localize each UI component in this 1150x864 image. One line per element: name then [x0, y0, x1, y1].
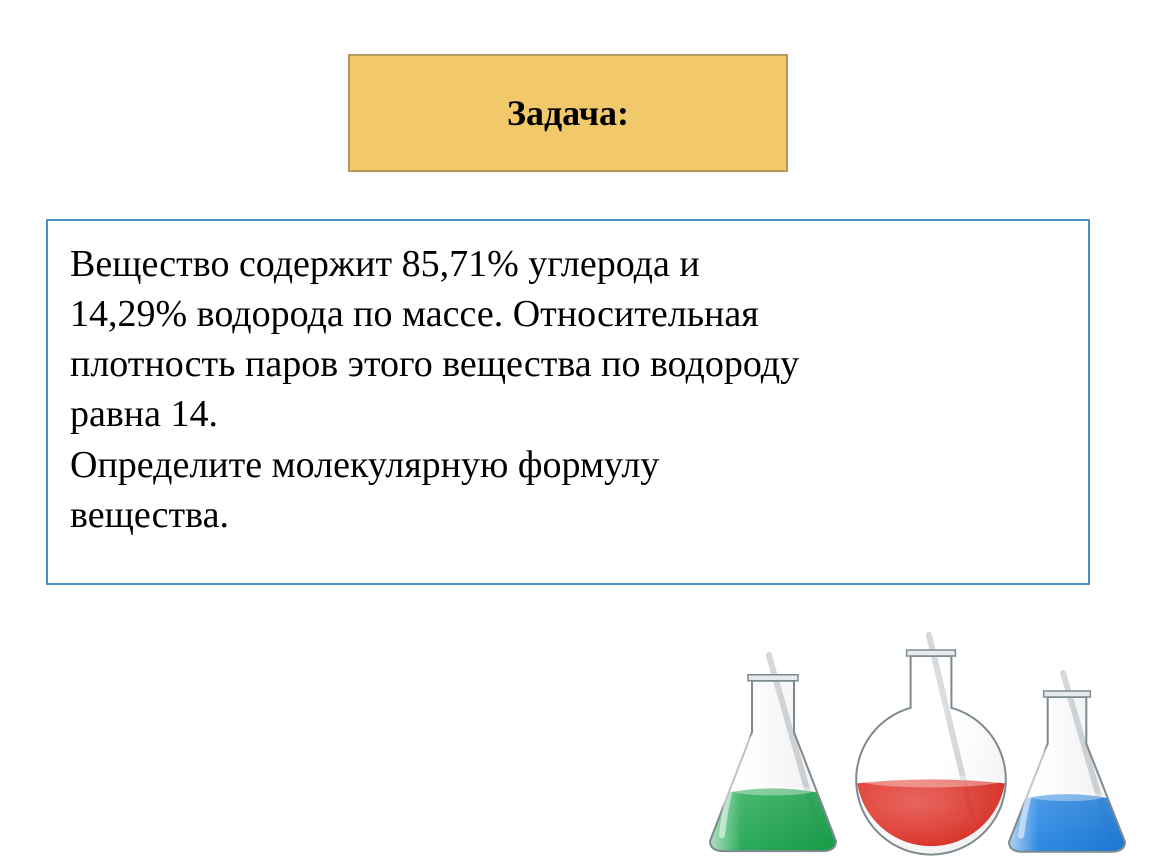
task-title-box: Задача:: [348, 54, 788, 172]
flask-3: [998, 667, 1136, 847]
flask-1: [698, 649, 848, 847]
problem-box: Вещество содержит 85,71% углерода и14,29…: [46, 219, 1090, 585]
flask-2: [846, 631, 1016, 847]
task-title-text: Задача:: [507, 92, 629, 134]
problem-text: Вещество содержит 85,71% углерода и14,29…: [70, 239, 1066, 540]
flasks-illustration: [698, 607, 1136, 857]
